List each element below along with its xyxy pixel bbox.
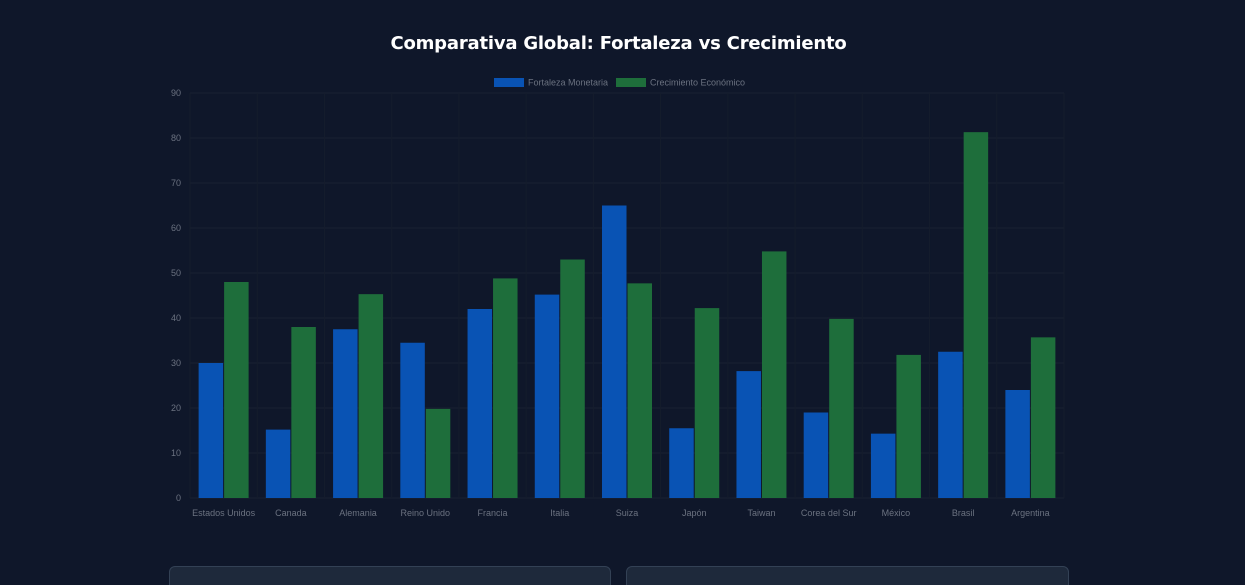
- x-tick-label: Estados Unidos: [192, 508, 256, 518]
- y-tick-label: 60: [171, 223, 181, 233]
- x-tick-label: Francia: [478, 508, 508, 518]
- x-tick-label: Taiwan: [747, 508, 775, 518]
- y-tick-label: 0: [176, 493, 181, 503]
- y-axis: 0 10 20 30 40 50 60 70 80 90: [171, 88, 181, 503]
- bars: [198, 132, 1056, 499]
- x-tick-label: Reino Unido: [401, 508, 451, 518]
- x-tick-label: México: [882, 508, 911, 518]
- bar-crecimiento[interactable]: [224, 282, 249, 498]
- x-axis: Estados Unidos Canada Alemania Reino Unido F…: [192, 508, 1050, 518]
- y-tick-label: 90: [171, 88, 181, 98]
- bar-fortaleza[interactable]: [534, 294, 560, 498]
- x-tick-label: Alemania: [339, 508, 377, 518]
- gridlines: [189, 92, 1065, 499]
- y-tick-label: 30: [171, 358, 181, 368]
- y-tick-label: 40: [171, 313, 181, 323]
- info-card-right: [626, 566, 1069, 585]
- legend-item[interactable]: Crecimiento Económico: [616, 78, 745, 88]
- x-tick-label: Argentina: [1011, 508, 1050, 518]
- bar-crecimiento[interactable]: [694, 308, 720, 498]
- x-tick-label: Suiza: [616, 508, 639, 518]
- bar-fortaleza[interactable]: [1005, 390, 1030, 498]
- legend-label: Fortaleza Monetaria: [528, 78, 608, 88]
- bar-fortaleza[interactable]: [467, 309, 493, 498]
- bar-crecimiento[interactable]: [627, 283, 653, 498]
- bar-crecimiento[interactable]: [358, 294, 384, 498]
- info-card-left: [169, 566, 611, 585]
- legend-item[interactable]: Fortaleza Monetaria: [494, 78, 608, 88]
- bar-fortaleza[interactable]: [333, 329, 358, 498]
- bar-crecimiento[interactable]: [1030, 337, 1056, 498]
- bar-crecimiento[interactable]: [291, 327, 316, 498]
- y-tick-label: 70: [171, 178, 181, 188]
- bar-fortaleza[interactable]: [602, 205, 627, 499]
- bar-fortaleza[interactable]: [669, 428, 694, 498]
- y-tick-label: 10: [171, 448, 181, 458]
- bar-crecimiento[interactable]: [761, 251, 787, 498]
- x-tick-label: Corea del Sur: [801, 508, 857, 518]
- x-tick-label: Canada: [275, 508, 307, 518]
- bar-fortaleza[interactable]: [736, 371, 761, 498]
- bar-fortaleza[interactable]: [870, 433, 896, 498]
- legend-swatch: [494, 78, 524, 87]
- bar-crecimiento[interactable]: [493, 278, 518, 498]
- legend-label: Crecimiento Económico: [650, 78, 745, 88]
- bar-chart: 0 10 20 30 40 50 60 70 80 90 Estados Unidos Canada…: [171, 78, 1065, 518]
- y-tick-label: 80: [171, 133, 181, 143]
- bar-crecimiento[interactable]: [560, 259, 585, 499]
- bar-fortaleza[interactable]: [265, 429, 291, 498]
- bar-crecimiento[interactable]: [963, 132, 989, 498]
- y-tick-label: 20: [171, 403, 181, 413]
- legend[interactable]: Fortaleza Monetaria Crecimiento Económico: [494, 78, 745, 88]
- x-tick-label: Brasil: [952, 508, 975, 518]
- bar-fortaleza[interactable]: [803, 412, 829, 499]
- y-tick-label: 50: [171, 268, 181, 278]
- bar-fortaleza[interactable]: [938, 351, 963, 498]
- bar-crecimiento[interactable]: [425, 408, 451, 498]
- x-tick-label: Italia: [550, 508, 569, 518]
- bar-fortaleza[interactable]: [400, 342, 425, 498]
- bar-crecimiento[interactable]: [829, 318, 854, 498]
- chart-title: Comparativa Global: Fortaleza vs Crecimi…: [390, 33, 847, 54]
- x-tick-label: Japón: [682, 508, 707, 518]
- bar-fortaleza[interactable]: [198, 363, 224, 498]
- bar-crecimiento[interactable]: [896, 354, 921, 498]
- legend-swatch: [616, 78, 646, 87]
